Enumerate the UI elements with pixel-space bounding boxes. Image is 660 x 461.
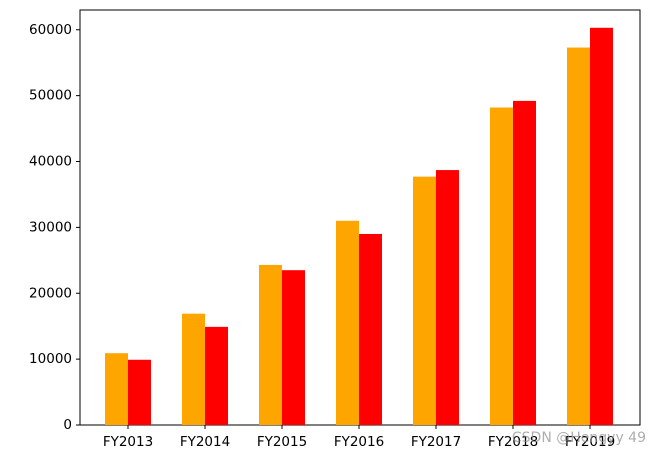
x-tick-label: FY2015 xyxy=(257,434,307,450)
x-tick-label: FY2016 xyxy=(334,434,384,450)
x-tick-label: FY2018 xyxy=(488,434,538,450)
x-tick-label: FY2019 xyxy=(565,434,615,450)
x-tick-label: FY2014 xyxy=(180,434,230,450)
bar xyxy=(105,353,128,425)
bar xyxy=(413,176,436,425)
bar xyxy=(282,270,305,425)
y-tick-label: 30000 xyxy=(29,219,72,235)
bar xyxy=(436,170,459,425)
bar xyxy=(359,233,382,425)
watermark: CSDN @Hengyy 49 xyxy=(512,430,646,446)
bar xyxy=(205,326,228,425)
bar xyxy=(182,313,205,425)
bar xyxy=(259,264,282,425)
y-tick-label: 10000 xyxy=(29,351,72,367)
y-tick-label: 50000 xyxy=(29,88,72,104)
x-tick-label: FY2017 xyxy=(411,434,461,450)
y-tick-label: 40000 xyxy=(29,154,72,170)
bar xyxy=(567,47,590,426)
bar xyxy=(490,107,513,425)
y-tick-label: 20000 xyxy=(29,285,72,301)
bar xyxy=(590,27,613,426)
bar xyxy=(128,359,151,425)
bar xyxy=(336,220,359,425)
bar xyxy=(513,100,536,426)
y-tick-label: 0 xyxy=(63,417,72,433)
x-tick-label: FY2013 xyxy=(103,434,153,450)
y-tick-label: 60000 xyxy=(29,22,72,38)
